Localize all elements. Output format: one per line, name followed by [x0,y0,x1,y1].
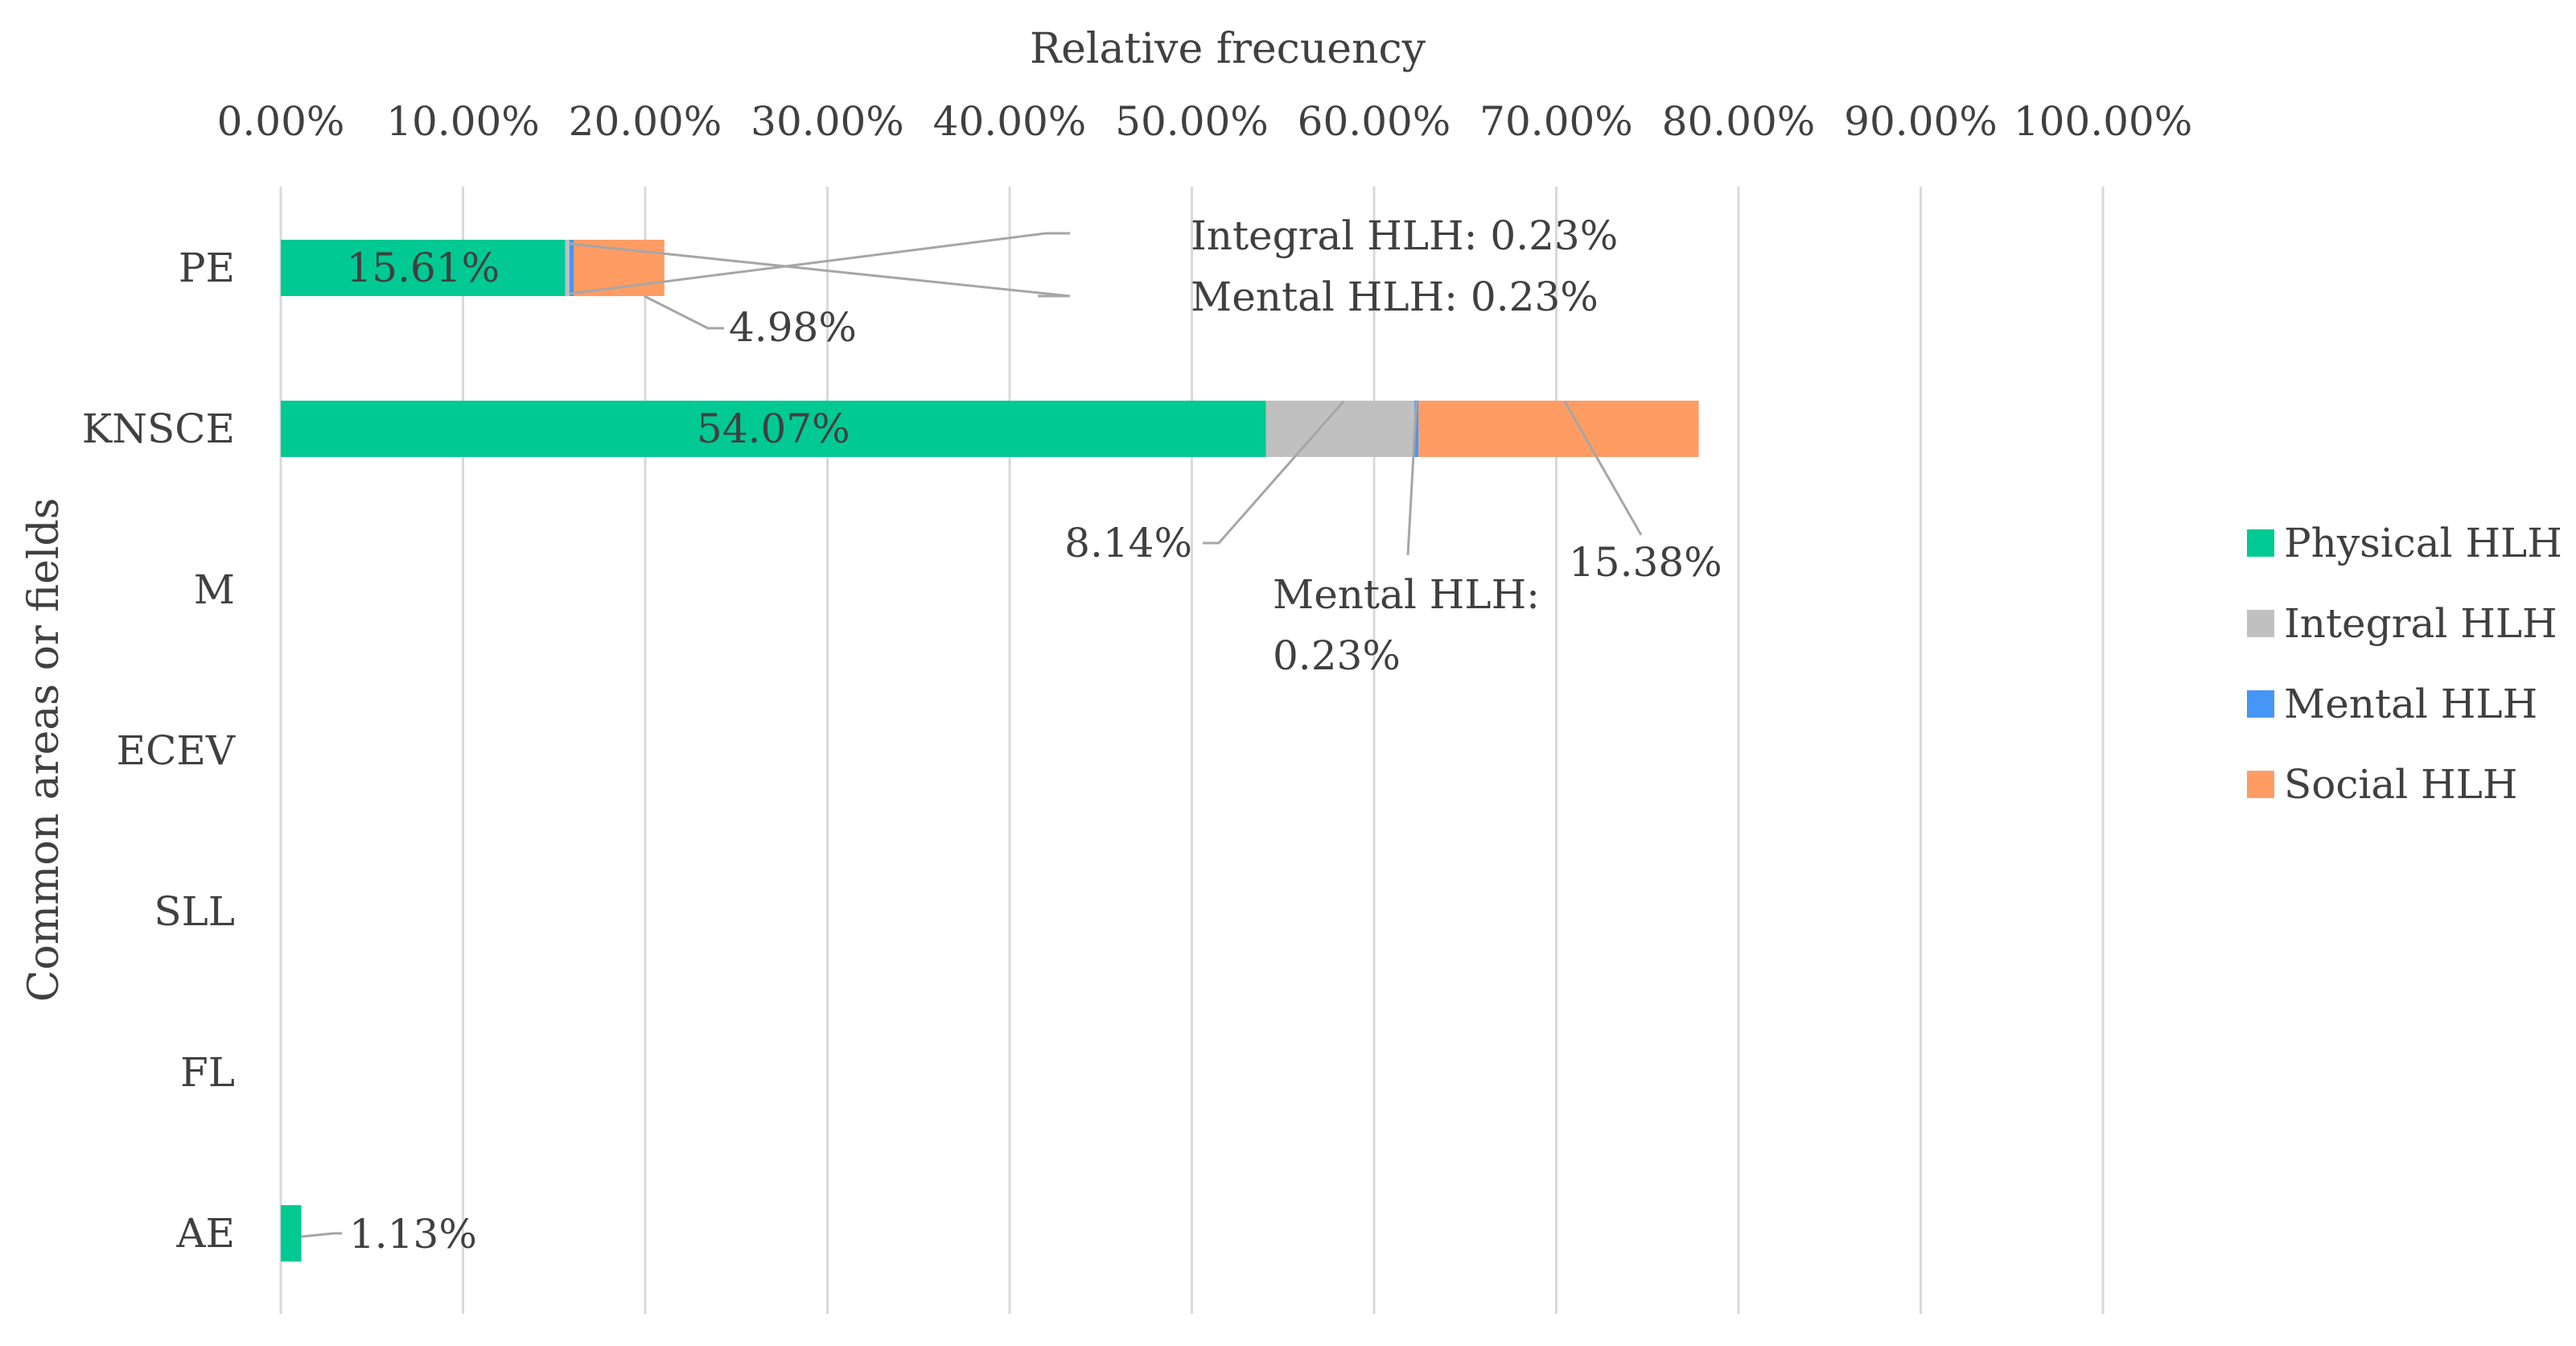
category-label: SLL [154,888,235,935]
bar-integral-hlh [565,240,570,296]
category-label: FL [180,1049,235,1096]
category-label: ECEV [117,727,236,774]
x-tick-label: 80.00% [1662,98,1816,145]
leader-line [301,1232,342,1238]
x-tick-label: 60.00% [1298,98,1451,145]
leader-line [1406,401,1418,556]
legend-label: Social HLH [2284,761,2517,808]
data-label-integral: 8.14% [1064,520,1192,566]
leader-line [644,294,724,330]
category-label: AE [175,1210,235,1257]
data-label-integral: Integral HLH: 0.23% [1191,212,1618,259]
category-label: KNSCE [82,405,235,452]
data-label-mental-line2: 0.23% [1273,632,1401,679]
x-axis-ticks: 0.00% 10.00% 20.00% 30.00% 40.00% 50.00% 60.00… [217,98,2193,145]
legend-swatch [2247,610,2274,637]
x-tick-label: 10.00% [386,98,540,145]
bar-physical-hlh [281,240,566,296]
y-axis-categories: PE KNSCE M ECEV SLL FL AE [82,245,236,1257]
y-axis-title: Common areas or fields [20,498,68,1002]
bar-integral-hlh [1265,401,1415,457]
data-label-physical: 1.13% [349,1211,477,1258]
bar-mental-hlh [569,240,574,296]
x-tick-label: 50.00% [1115,98,1269,145]
x-axis-title: Relative frecuency [1030,25,1426,73]
x-tick-label: 70.00% [1479,98,1633,145]
legend-label: Integral HLH [2284,600,2557,647]
legend-swatch [2247,529,2274,557]
data-label: 15.61% [346,245,500,291]
bar-mental-hlh [1414,401,1419,457]
gridlines [279,187,2105,1314]
data-label-mental-line1: Mental HLH: [1273,571,1540,618]
x-tick-label: 90.00% [1844,98,1998,145]
data-label-social: 4.98% [729,304,857,351]
x-tick-label: 100.00% [2014,98,2192,145]
leader-line [569,242,1071,298]
legend-label: Mental HLH [2284,681,2537,727]
data-labels: 15.61% Integral HLH: 0.23% Mental HLH: 0.2… [346,212,1722,1258]
bar-social-hlh [1418,401,1699,457]
legend: Physical HLH Integral HLH Mental HLH Social… [2247,520,2562,808]
bar-physical-hlh [281,401,1266,457]
leader-line [1203,401,1345,545]
bars [281,240,1699,1262]
x-tick-label: 0.00% [217,98,345,145]
bar-physical-hlh [281,1205,302,1262]
data-label: 54.07% [697,405,850,452]
x-tick-label: 20.00% [569,98,722,145]
leader-lines [301,232,1643,1238]
legend-swatch [2247,771,2274,798]
data-label-social: 15.38% [1569,539,1722,586]
legend-label: Physical HLH [2284,520,2562,566]
category-label: M [194,566,235,613]
category-label: PE [179,245,235,291]
legend-swatch [2247,690,2274,718]
x-tick-label: 40.00% [933,98,1087,145]
x-tick-label: 30.00% [751,98,904,145]
leader-line [569,232,1070,295]
leader-line [1563,401,1643,536]
data-label-mental: Mental HLH: 0.23% [1191,274,1599,320]
